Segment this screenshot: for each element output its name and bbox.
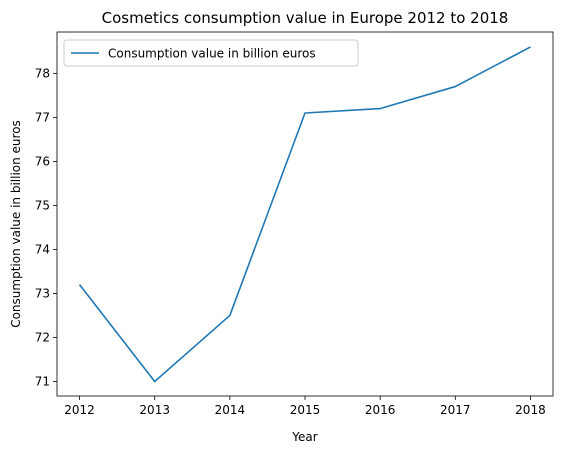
y-tick-label: 76: [35, 154, 50, 168]
y-tick-label: 75: [35, 198, 50, 212]
x-tick-label: 2015: [290, 403, 321, 417]
y-tick-label: 74: [35, 242, 50, 256]
legend-label: Consumption value in billion euros: [108, 47, 316, 61]
x-tick-label: 2013: [139, 403, 170, 417]
y-tick-label: 72: [35, 330, 50, 344]
y-tick-label: 71: [35, 374, 50, 388]
x-tick-label: 2018: [515, 403, 546, 417]
y-axis: 71 72 73 74 75 76 77 78: [35, 66, 57, 388]
x-tick-label: 2014: [215, 403, 246, 417]
x-tick-label: 2017: [440, 403, 471, 417]
chart-title: Cosmetics consumption value in Europe 20…: [102, 9, 509, 27]
y-axis-label: Consumption value in billion euros: [9, 120, 23, 328]
y-tick-label: 77: [35, 110, 50, 124]
x-tick-label: 2016: [365, 403, 396, 417]
x-axis-label: Year: [291, 430, 317, 444]
legend: Consumption value in billion euros: [63, 39, 359, 67]
y-tick-label: 73: [35, 286, 50, 300]
y-tick-label: 78: [35, 66, 50, 80]
series-line: [78, 46, 531, 383]
legend-box: [63, 39, 359, 67]
x-tick-label: 2012: [64, 403, 95, 417]
x-axis: 2012 2013 2014 2015 2016 2017 2018: [64, 396, 546, 417]
